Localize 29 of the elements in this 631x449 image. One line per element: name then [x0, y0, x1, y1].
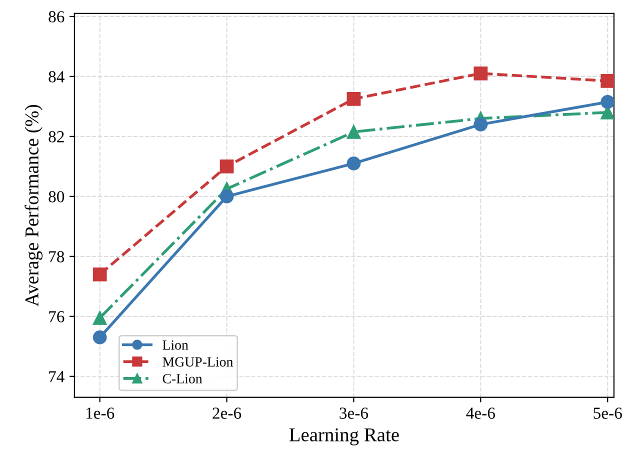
x-tick-label: 4e-6: [466, 408, 495, 419]
x-tick-label: 2e-6: [212, 408, 242, 419]
point: [474, 117, 488, 132]
point: [600, 74, 614, 88]
point: [346, 92, 361, 106]
y-tick-label: 86: [48, 11, 64, 22]
y-tick-label: 74: [49, 371, 64, 382]
x-tick-label: 1e-6: [86, 408, 114, 419]
point: [346, 124, 361, 139]
point: [600, 95, 614, 109]
point: [92, 310, 107, 325]
y-tick-label: 78: [49, 251, 64, 262]
legend-label: C-Lion: [162, 374, 202, 384]
point: [220, 159, 234, 174]
point: [220, 189, 234, 204]
y-tick-label: 80: [48, 191, 64, 202]
legend-label: Lion: [162, 340, 188, 350]
x-tick-label: 3e-6: [340, 408, 368, 419]
legend-label: MGUP-Lion: [162, 357, 234, 367]
point: [474, 66, 488, 80]
point: [346, 156, 361, 170]
x-tick-label: 5e-6: [594, 408, 622, 419]
y-axis-title: Average Performance (%): [24, 104, 43, 307]
x-axis-title: Learning Rate: [289, 428, 399, 446]
point: [92, 330, 107, 344]
y-tick-label: 84: [48, 71, 64, 82]
point: [92, 267, 107, 282]
y-tick-label: 76: [49, 311, 64, 322]
y-tick-label: 82: [48, 131, 64, 142]
